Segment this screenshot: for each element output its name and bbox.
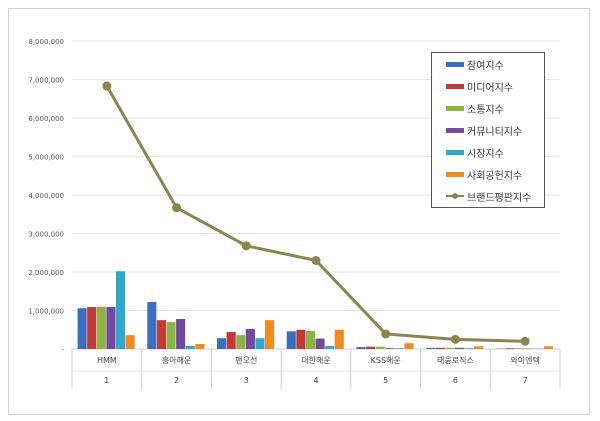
bar-1 bbox=[505, 348, 515, 349]
bar-5 bbox=[265, 320, 275, 349]
bar-0 bbox=[356, 347, 366, 349]
legend-item: 소통지수 bbox=[432, 97, 544, 119]
y-tick-label: 5,000,000 bbox=[28, 154, 64, 162]
category-number: 5 bbox=[383, 376, 388, 385]
line-point bbox=[381, 329, 391, 339]
bar-2 bbox=[166, 322, 176, 349]
bar-4 bbox=[255, 338, 265, 349]
bar-5 bbox=[125, 335, 135, 349]
bar-3 bbox=[385, 348, 395, 349]
y-tick-label: 4,000,000 bbox=[28, 192, 64, 200]
y-tick-label: 1,000,000 bbox=[28, 308, 64, 316]
bar-5 bbox=[543, 346, 553, 349]
category-number: 4 bbox=[313, 376, 318, 385]
y-tick-label: 7,000,000 bbox=[28, 77, 64, 85]
bar-2 bbox=[375, 346, 385, 349]
bar-3 bbox=[454, 347, 465, 349]
legend-item: 커뮤니티지수 bbox=[432, 119, 544, 141]
line-point bbox=[102, 81, 112, 91]
legend-label: 참여지수 bbox=[467, 60, 504, 72]
bar-1 bbox=[296, 329, 306, 349]
bar-2 bbox=[445, 347, 455, 349]
legend-item: 미디어지수 bbox=[432, 75, 544, 97]
legend-swatch bbox=[446, 61, 464, 67]
bar-0 bbox=[217, 338, 227, 349]
legend-label: 소통지수 bbox=[467, 104, 504, 116]
bar-2 bbox=[96, 306, 106, 349]
legend-label: 브랜드평판지수 bbox=[467, 192, 532, 204]
bar-1 bbox=[226, 332, 236, 349]
bar-4 bbox=[115, 271, 126, 349]
y-tick-label: - bbox=[61, 346, 64, 354]
legend-label: 미디어지수 bbox=[467, 82, 513, 94]
line-point bbox=[450, 334, 460, 344]
bar-4 bbox=[464, 348, 474, 349]
bar-5 bbox=[195, 343, 205, 349]
bar-5 bbox=[474, 346, 484, 349]
bar-1 bbox=[87, 307, 97, 349]
bar-2 bbox=[305, 330, 316, 349]
category-label: 와이엔텍 bbox=[510, 355, 539, 365]
bar-2 bbox=[515, 348, 525, 349]
bar-3 bbox=[106, 307, 116, 349]
bar-1 bbox=[366, 346, 376, 349]
legend-swatch bbox=[446, 83, 464, 89]
category-label: HMM bbox=[97, 356, 117, 365]
legend-item: 사회공헌지수 bbox=[432, 163, 544, 185]
bar-5 bbox=[404, 343, 414, 349]
legend-swatch bbox=[446, 193, 464, 199]
bar-3 bbox=[245, 328, 255, 349]
bar-4 bbox=[394, 348, 404, 349]
legend-swatch bbox=[446, 127, 464, 133]
legend-label: 사회공헌지수 bbox=[467, 170, 523, 182]
legend-swatch bbox=[446, 149, 464, 155]
bar-3 bbox=[315, 338, 325, 349]
bar-0 bbox=[147, 302, 157, 349]
category-number: 7 bbox=[523, 376, 528, 385]
legend-label: 커뮤니티지수 bbox=[467, 126, 523, 138]
line-point bbox=[311, 255, 321, 265]
y-tick-label: 6,000,000 bbox=[28, 115, 64, 123]
category-number: 6 bbox=[453, 376, 458, 385]
category-label: 대한해운 bbox=[301, 355, 330, 365]
bar-4 bbox=[325, 345, 335, 349]
bar-1 bbox=[156, 320, 166, 349]
y-tick-label: 2,000,000 bbox=[28, 269, 64, 277]
legend-label: 시장지수 bbox=[467, 148, 504, 160]
category-label: KSS해운 bbox=[371, 355, 401, 365]
bar-0 bbox=[426, 347, 436, 349]
legend-swatch bbox=[446, 105, 464, 111]
category-label: 태웅로직스 bbox=[437, 355, 474, 365]
bar-5 bbox=[334, 329, 344, 349]
bar-0 bbox=[77, 308, 87, 349]
bar-2 bbox=[236, 335, 246, 349]
bar-0 bbox=[286, 331, 296, 349]
category-number: 3 bbox=[244, 376, 249, 385]
bar-3 bbox=[176, 318, 186, 349]
legend-item: 시장지수 bbox=[432, 141, 544, 163]
bar-4 bbox=[185, 345, 195, 349]
category-label: 팬오선 bbox=[235, 356, 257, 365]
line-point bbox=[241, 241, 251, 251]
category-number: 1 bbox=[104, 376, 109, 385]
bar-1 bbox=[435, 347, 445, 349]
category-number: 2 bbox=[174, 376, 179, 385]
legend-item: 브랜드평판지수 bbox=[432, 185, 544, 207]
y-tick-label: 8,000,000 bbox=[28, 38, 64, 46]
legend-item: 참여지수 bbox=[432, 53, 544, 75]
legend-swatch bbox=[446, 171, 464, 177]
line-point bbox=[172, 203, 182, 213]
y-tick-label: 3,000,000 bbox=[28, 231, 64, 239]
category-label: 흥아해운 bbox=[162, 355, 191, 365]
line-point bbox=[520, 336, 530, 346]
